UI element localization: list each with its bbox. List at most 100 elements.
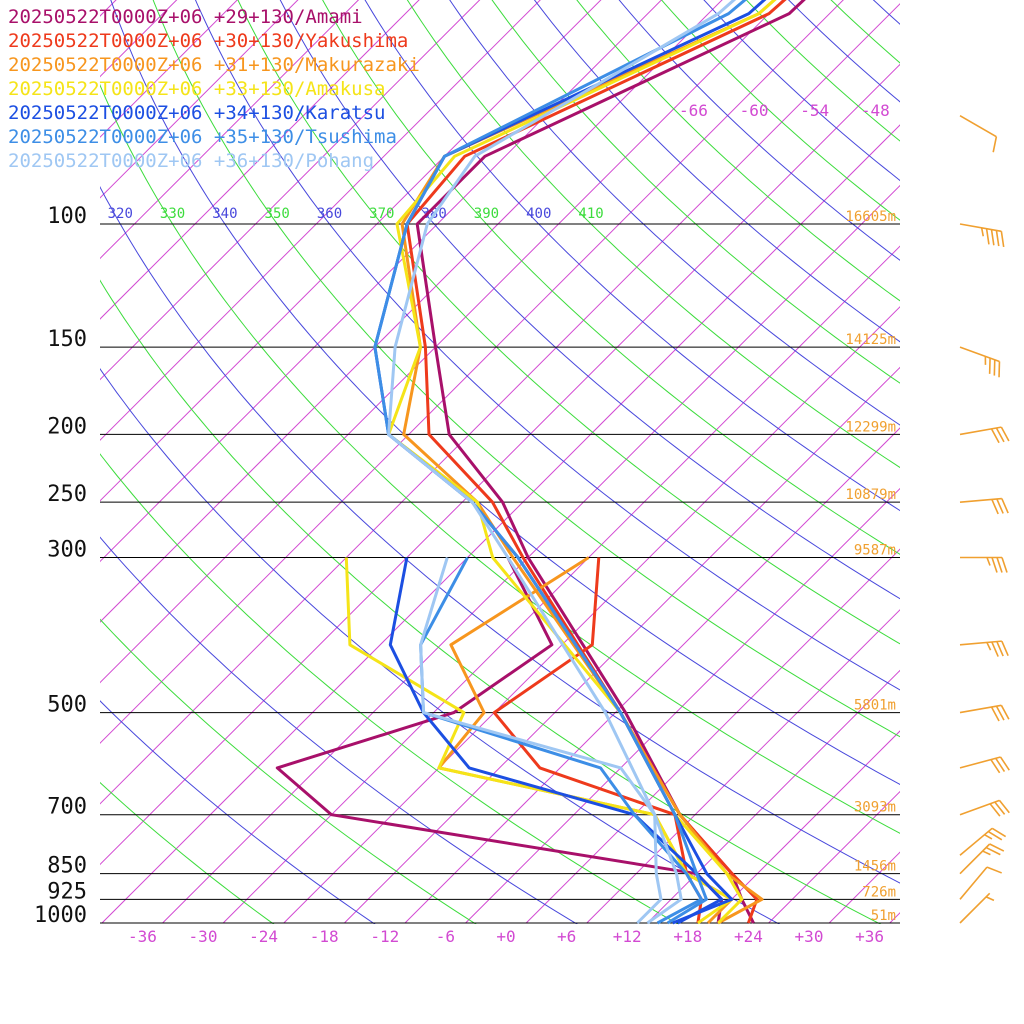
legend-entry: 20250522T0000Z+06 +29+130/Amami [8,6,363,28]
wind-barb-flag [994,801,1006,815]
wind-barb-flag [992,136,998,153]
isotherm-line [950,0,1024,923]
wind-barb-flag [993,359,996,376]
temperature-tick-label: +6 [557,927,576,946]
wind-barb [959,866,1002,900]
wind-barb-flag [998,361,1001,378]
legend-entry: 20250522T0000Z+06 +30+130/Yakushima [8,30,408,52]
pressure-label: 250 [47,482,87,507]
sounding-profiles [275,0,806,925]
theta-label: 350 [265,206,290,222]
isotherm-line [525,548,900,924]
theta-label: 320 [108,206,133,222]
wind-barb-flag [991,499,999,515]
wind-barb-half-flag [985,896,995,902]
wind-barb-staff [959,704,1002,714]
wind-barb-flag [988,358,991,374]
dry-adiabat-line [785,0,1024,938]
wind-barb-staff [959,843,991,875]
isotherm-label: -48 [861,101,890,120]
temperature-tick-label: +18 [673,927,702,946]
temperature-axis: -36 -30 -24 -18 -12 -6 +0 +6 +12 +18 +24 +30 +36 [128,927,884,946]
dewpoint-profile [437,556,734,925]
height-labels: 16605m 14125m 12299m 10879m 9587m 5801m 3093m 1… [845,209,896,924]
wind-barb-staff [959,346,1000,363]
dry-adiabat-line [322,0,900,555]
wind-barb-staff [959,799,1000,816]
wind-barb [959,843,1005,875]
legend-entry: 20250522T0000Z+06 +35+130/Tsushima [8,126,397,148]
pressure-label: 1000 [34,903,87,928]
wind-barb-flag [1000,426,1010,442]
dry-adiabat-line [872,0,900,25]
dry-adiabat-line [100,367,781,924]
wind-barbs [959,115,1010,924]
pressure-label: 100 [47,204,87,229]
pressure-label: 150 [47,327,87,352]
pressure-label: 300 [47,538,87,563]
temperature-tick-label: +0 [496,927,515,946]
isotherm-line [344,366,900,924]
isotherm-line [828,851,900,924]
height-label: 16605m [845,209,896,225]
wind-barb [959,497,1009,515]
wind-barb-half-flag [984,834,993,840]
wind-barb-staff [959,827,993,856]
wind-barb-flag [996,557,1003,573]
dry-adiabat-line [491,0,900,384]
dry-adiabat-line [194,0,900,691]
dry-adiabat-line [100,700,376,924]
isotherm-line [1011,0,1024,923]
wind-barb-flag [1000,704,1010,720]
isotherm-label: -66 [679,101,708,120]
wind-barb [959,756,1010,774]
theta-label: 400 [526,206,551,222]
temperature-profile [405,0,787,924]
dry-adiabat-line [152,0,900,738]
dry-adiabat-line [237,0,900,645]
height-label: 1456m [854,859,896,875]
isobar-lines [100,223,900,924]
theta-label: 330 [160,206,185,222]
wind-barb-flag [996,641,1004,657]
theta-label: 370 [369,206,394,222]
wind-barb-flag [991,827,1007,838]
wind-barb [959,892,995,924]
isotherm-label: -60 [740,101,769,120]
isotherm-line [889,912,900,924]
wind-barb-flag [990,428,1000,444]
dry-adiabat-line [100,618,477,924]
wind-barb [959,704,1010,722]
theta-label: 390 [474,206,499,222]
height-label: 10879m [845,487,896,503]
wind-barb-flag [995,230,1000,247]
dry-adiabat-line [100,83,900,834]
legend: 20250522T0000Z+06 +29+130/Amami20250522T… [8,6,420,172]
pressure-label: 700 [47,795,87,820]
height-label: 51m [871,908,896,924]
dry-adiabat-line [364,0,900,512]
height-label: 726m [862,884,896,900]
temperature-tick-label: +36 [855,927,884,946]
wind-barb-flag [987,830,1003,841]
upper-isotherm-labels: -66 -60 -54 -48 [679,101,890,120]
wind-barb-half-flag [986,557,991,566]
wind-barb-flag [1001,640,1009,656]
dry-adiabat-line [279,0,900,600]
wind-barb-flag [990,706,1000,722]
wind-barb-half-flag [980,227,985,237]
temperature-tick-label: -30 [189,927,218,946]
temperature-tick-label: -18 [310,927,339,946]
isotherm-line [283,306,900,924]
wind-barb-flag [995,427,1005,443]
wind-barb-half-flag [984,356,987,365]
wind-barb-staff [959,115,997,138]
isotherm-line [404,427,900,924]
wind-barb-flag [1001,557,1008,573]
wind-barb-flag [995,705,1005,721]
theta-labels: 320 330 340 350 360 370 380 390 400 410 [108,206,604,222]
dry-adiabat-line [618,0,900,261]
pressure-label: 850 [47,854,87,879]
temperature-tick-label: -12 [370,927,399,946]
